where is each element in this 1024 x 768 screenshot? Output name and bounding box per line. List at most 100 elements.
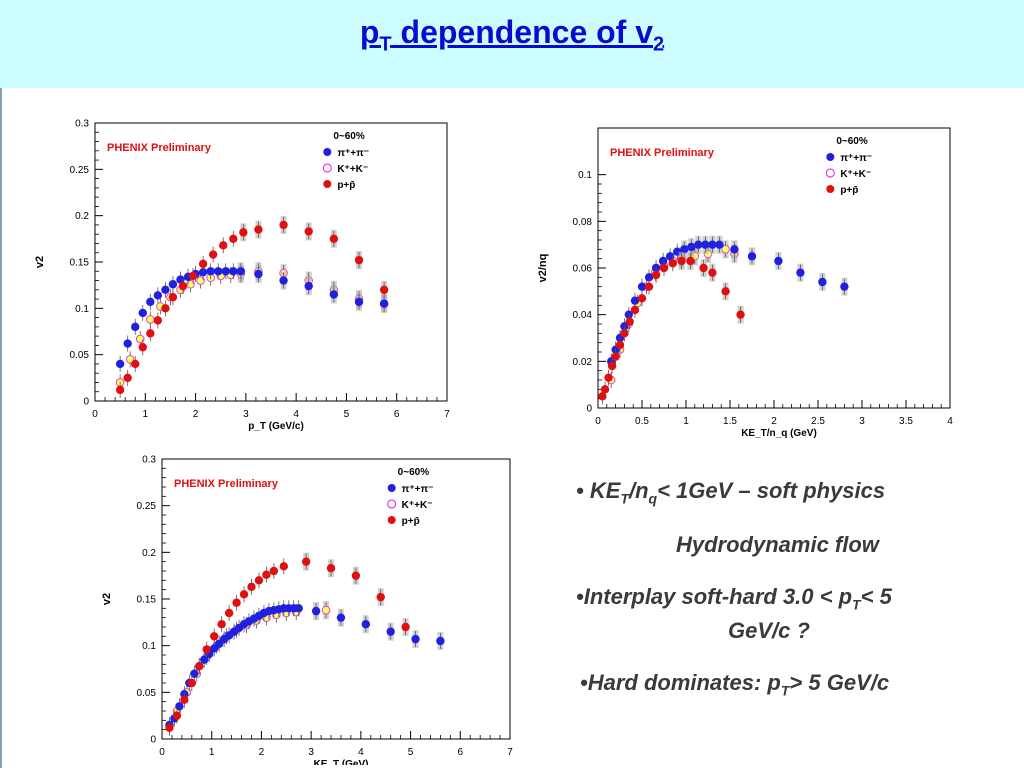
left-border [0, 88, 2, 768]
y-tick-label: 0.1 [75, 304, 89, 315]
data-point [254, 269, 263, 279]
y-tick-label: 0.02 [573, 357, 593, 368]
bullet-interplay-cont: GeV/c ? [728, 618, 810, 643]
y-tick-label: 0.2 [142, 548, 156, 559]
legend-label: p+p̄ [337, 180, 355, 191]
x-tick-label: 6 [458, 747, 464, 758]
y-tick-label: 0.3 [75, 119, 89, 130]
data-point [198, 259, 208, 269]
data-point [436, 636, 445, 646]
x-tick-label: 1 [683, 416, 689, 427]
phenix-preliminary-label: PHENIX Preliminary [610, 147, 715, 159]
data-point [188, 271, 198, 281]
legend-marker [323, 180, 332, 188]
data-point [600, 385, 610, 394]
data-point [229, 234, 238, 244]
data-point [294, 604, 303, 613]
data-point [677, 256, 686, 266]
x-tick-label: 2.5 [811, 416, 825, 427]
data-point [624, 310, 633, 319]
chart-v2-vs-pt: 0 1 2 3 4 5 6 7 0 0.05 0.1 0.15 0.2 0.25 0.3 p_T (GeV/c… [34, 119, 450, 433]
chart-v2-vs-ket: 0 1 2 3 4 5 6 7 0 0.05 0.1 0.15 0.2 0.25 0.3 KE_T (GeV)… [101, 455, 513, 766]
legend-title: 0~60% [398, 467, 430, 478]
plot-frame [597, 127, 951, 409]
data-point [699, 263, 708, 273]
legend-marker [322, 163, 332, 173]
x-axis-label: p_T (GeV/c) [248, 421, 304, 432]
legend-marker [387, 516, 396, 524]
legend-title: 0~60% [836, 136, 868, 147]
y-tick-label: 0.2 [75, 211, 89, 222]
x-tick-label: 0 [92, 409, 98, 420]
data-point [115, 359, 125, 369]
legend-label: p+p̄ [402, 516, 420, 527]
data-point [376, 592, 385, 602]
data-point [190, 669, 199, 678]
x-tick-label: 4 [358, 747, 364, 758]
y-tick-label: 0.08 [573, 217, 593, 228]
y-tick-label: 0.15 [137, 595, 157, 606]
data-point [329, 234, 339, 244]
y-tick-label: 0.05 [137, 688, 157, 699]
data-point [715, 240, 724, 249]
data-point [659, 263, 669, 273]
data-point [379, 299, 389, 308]
data-point [198, 267, 208, 277]
slide-title: pT dependence of v2 [359, 14, 665, 56]
data-point [232, 598, 241, 607]
legend-label: π⁺+π⁻ [337, 148, 369, 159]
data-point [178, 281, 188, 291]
data-point [644, 282, 654, 291]
data-point [146, 329, 155, 338]
data-point [269, 566, 279, 576]
data-point [214, 267, 223, 276]
data-point [615, 340, 625, 350]
x-tick-label: 5 [344, 409, 350, 420]
data-point [200, 655, 209, 664]
data-point [210, 632, 219, 641]
data-point [607, 361, 617, 371]
y-tick-label: 0 [83, 397, 89, 408]
data-point [774, 256, 783, 266]
data-point [336, 613, 346, 622]
data-point [411, 634, 420, 644]
legend-label: π⁺+π⁻ [402, 484, 434, 495]
y-tick-label: 0.25 [70, 165, 90, 176]
data-point [172, 711, 182, 720]
data-point [153, 291, 163, 300]
y-tick-label: 0.06 [573, 264, 593, 275]
data-point [686, 256, 695, 266]
x-tick-label: 7 [444, 409, 450, 420]
data-point [665, 252, 675, 261]
data-point [153, 316, 163, 325]
x-tick-label: 1.5 [723, 416, 737, 427]
data-point [229, 267, 238, 276]
data-point [239, 228, 248, 237]
data-point [262, 570, 271, 579]
x-tick-label: 1 [143, 409, 149, 420]
data-point [730, 245, 739, 254]
data-point [176, 275, 185, 284]
x-tick-label: 6 [394, 409, 400, 420]
y-tick-label: 0.15 [70, 258, 90, 269]
legend-label: K⁺+K⁻ [840, 169, 871, 180]
legend-marker [825, 168, 835, 178]
y-tick-label: 0.04 [573, 310, 593, 321]
data-point [196, 276, 205, 285]
data-point [687, 242, 696, 252]
data-point [180, 695, 189, 704]
x-tick-label: 3.5 [899, 416, 913, 427]
x-tick-label: 2 [259, 747, 265, 758]
x-tick-label: 4 [293, 409, 299, 420]
data-point [146, 315, 155, 324]
data-point [123, 339, 132, 348]
bullet-soft-physics: • KET/nq< 1GeV – soft physics [576, 478, 886, 507]
legend-marker [387, 499, 397, 509]
data-point [221, 267, 230, 276]
data-point [187, 678, 197, 688]
data-point [301, 557, 311, 566]
data-point [401, 622, 410, 632]
data-point [206, 267, 215, 276]
data-point [694, 240, 703, 249]
data-point [708, 268, 717, 277]
